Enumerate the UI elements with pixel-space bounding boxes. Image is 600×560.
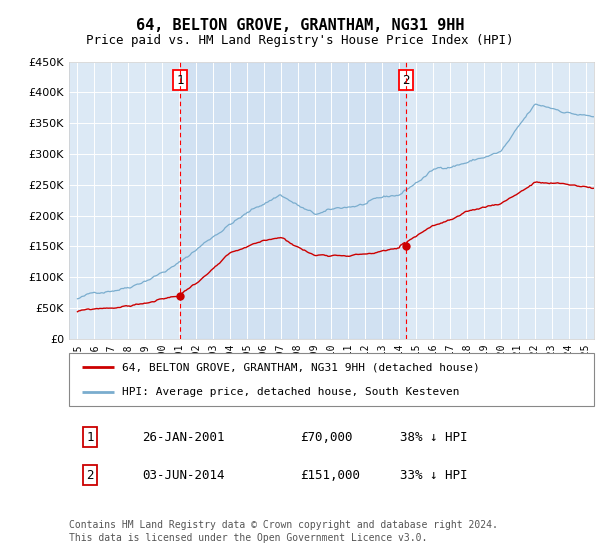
Text: Contains HM Land Registry data © Crown copyright and database right 2024.: Contains HM Land Registry data © Crown c… bbox=[69, 520, 498, 530]
Text: This data is licensed under the Open Government Licence v3.0.: This data is licensed under the Open Gov… bbox=[69, 533, 427, 543]
Text: £70,000: £70,000 bbox=[300, 431, 353, 444]
Text: 26-JAN-2001: 26-JAN-2001 bbox=[143, 431, 225, 444]
Text: 1: 1 bbox=[176, 73, 184, 87]
Text: HPI: Average price, detached house, South Kesteven: HPI: Average price, detached house, Sout… bbox=[121, 386, 459, 396]
Text: 1: 1 bbox=[86, 431, 94, 444]
Text: 03-JUN-2014: 03-JUN-2014 bbox=[143, 469, 225, 482]
Text: £151,000: £151,000 bbox=[300, 469, 360, 482]
Text: 64, BELTON GROVE, GRANTHAM, NG31 9HH: 64, BELTON GROVE, GRANTHAM, NG31 9HH bbox=[136, 18, 464, 32]
Text: 33% ↓ HPI: 33% ↓ HPI bbox=[400, 469, 467, 482]
Text: 2: 2 bbox=[86, 469, 94, 482]
Text: 38% ↓ HPI: 38% ↓ HPI bbox=[400, 431, 467, 444]
Bar bbox=[180, 62, 406, 339]
FancyBboxPatch shape bbox=[69, 353, 594, 406]
Text: 64, BELTON GROVE, GRANTHAM, NG31 9HH (detached house): 64, BELTON GROVE, GRANTHAM, NG31 9HH (de… bbox=[121, 362, 479, 372]
Text: Price paid vs. HM Land Registry's House Price Index (HPI): Price paid vs. HM Land Registry's House … bbox=[86, 34, 514, 48]
Text: 2: 2 bbox=[403, 73, 410, 87]
